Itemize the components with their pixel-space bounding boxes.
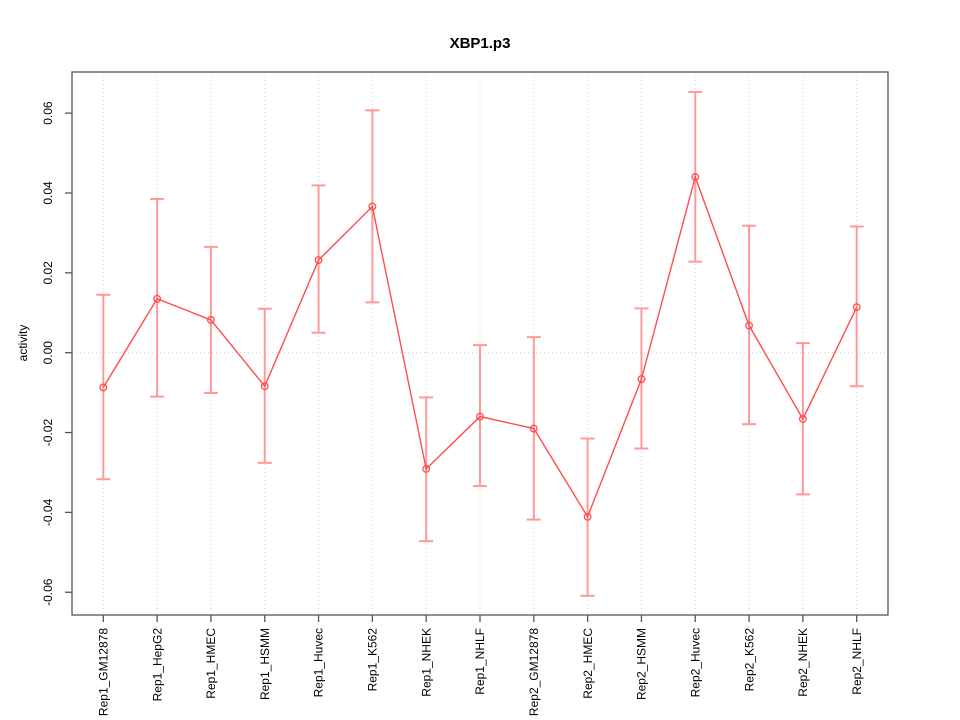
x-tick-label: Rep2_K562 [742,628,756,692]
y-tick-label: -0.06 [41,578,55,606]
y-tick-label: 0.00 [41,341,55,365]
y-axis-label: activity [16,325,30,362]
data-points-group [99,173,861,521]
y-tick-label: -0.04 [41,498,55,526]
data-point-marker [798,415,807,423]
x-tick-label: Rep1_K562 [366,628,380,692]
data-point-marker [206,315,215,324]
data-point-marker [637,375,646,383]
data-point-marker [314,256,323,265]
x-tick-label: Rep1_GM12878 [97,628,111,716]
data-point-marker [476,412,484,421]
data-point-marker [852,303,861,312]
series-line [102,174,858,519]
y-tick-label: 0.06 [41,101,55,125]
x-tick-label: Rep1_HMEC [204,628,218,699]
x-tick-label: Rep1_HSMM [258,628,272,700]
x-tick-label: Rep2_NHEK [796,628,810,697]
x-tick-label: Rep2_HMEC [581,628,595,699]
plot-box [71,71,889,616]
data-point-marker [745,321,754,330]
axes-group [65,71,889,622]
tick-labels-group: -0.06 -0.04 -0.02 0.00 0.02 0.04 0.06 Rep1_GM12… [41,101,864,716]
data-point-marker [368,202,377,211]
x-tick-label: Rep1_Huvec [312,628,326,697]
y-tick-label: 0.02 [41,261,55,285]
x-tick-label: Rep2_HSMM [635,628,649,700]
data-point-marker [529,424,538,433]
data-point-marker [153,294,162,303]
x-tick-label: Rep1_HepG2 [150,628,164,702]
x-tick-label: Rep1_NHLF [473,628,487,695]
x-tick-label: Rep2_GM12878 [527,628,541,716]
gridlines-group [72,72,888,615]
data-point-marker [99,383,108,392]
data-point-marker [422,464,431,473]
data-point-marker [583,512,592,521]
chart-title: XBP1.p3 [450,35,511,52]
y-tick-label: 0.04 [41,181,55,205]
x-tick-label: Rep1_NHEK [419,628,433,697]
data-point-marker [260,382,269,391]
x-tick-label: Rep2_Huvec [688,628,702,697]
series-line-group [102,174,858,519]
data-point-marker [691,173,700,181]
x-tick-label: Rep2_NHLF [850,628,864,695]
y-tick-label: -0.02 [41,419,55,447]
